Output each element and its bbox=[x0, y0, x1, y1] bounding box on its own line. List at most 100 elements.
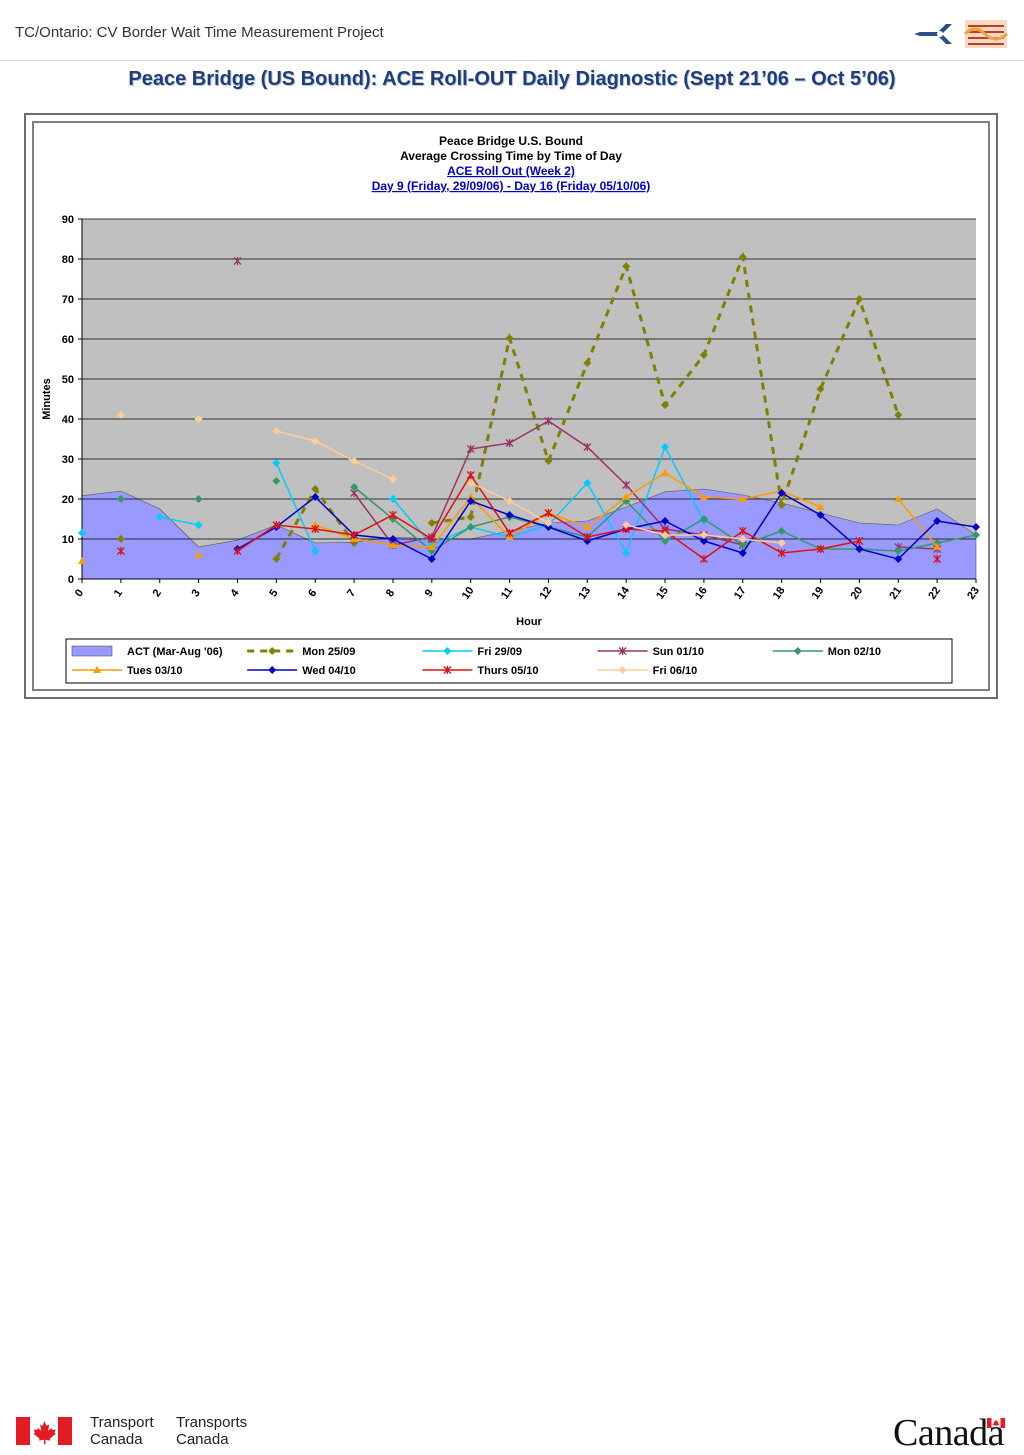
data-point-7 bbox=[505, 529, 514, 537]
data-point-8 bbox=[661, 531, 670, 539]
data-point-7 bbox=[350, 531, 359, 539]
data-point-2 bbox=[388, 495, 397, 503]
y-tick-label: 50 bbox=[62, 374, 74, 386]
legend-label-1: Mon 25/09 bbox=[302, 646, 355, 658]
data-point-6 bbox=[699, 537, 708, 545]
x-tick-label: 14 bbox=[615, 584, 632, 602]
data-point-4 bbox=[894, 547, 903, 555]
legend-label-3: Sun 01/10 bbox=[653, 646, 704, 658]
series-line-6 bbox=[237, 491, 977, 560]
y-tick-label: 90 bbox=[62, 214, 74, 226]
data-point-3 bbox=[505, 439, 514, 447]
data-point-3 bbox=[583, 443, 592, 451]
tc-fr-line2: Canada bbox=[176, 1431, 229, 1448]
tc-en-line1: Transport bbox=[90, 1414, 154, 1431]
legend-marker-5 bbox=[93, 666, 101, 673]
data-point-4 bbox=[738, 541, 747, 549]
chart-title-line-0: Peace Bridge U.S. Bound bbox=[439, 134, 583, 148]
data-point-7 bbox=[427, 535, 436, 543]
data-point-5 bbox=[194, 551, 203, 558]
legend-marker-4 bbox=[793, 647, 802, 655]
footer: Transport Canada Transports Canada Canad… bbox=[0, 700, 1024, 1454]
data-point-7 bbox=[116, 547, 125, 555]
data-point-6 bbox=[972, 523, 980, 531]
chart-title-line-2: ACE Roll Out (Week 2) bbox=[447, 164, 575, 178]
data-point-6 bbox=[777, 489, 786, 497]
tc-fr-line1: Transports bbox=[176, 1414, 248, 1431]
data-point-6 bbox=[505, 511, 514, 519]
data-point-6 bbox=[738, 549, 747, 557]
data-point-3 bbox=[466, 445, 475, 453]
project-title: TC/Ontario: CV Border Wait Time Measurem… bbox=[15, 24, 384, 41]
legend-label-4: Mon 02/10 bbox=[828, 646, 881, 658]
legend-marker-3 bbox=[618, 647, 627, 655]
series-line-2 bbox=[275, 462, 316, 552]
data-point-1 bbox=[816, 385, 825, 393]
chart-title-line-3: Day 9 (Friday, 29/09/06) - Day 16 (Frida… bbox=[372, 179, 651, 193]
legend-label-8: Fri 06/10 bbox=[653, 665, 698, 677]
data-point-2 bbox=[661, 443, 670, 451]
series-line-5 bbox=[314, 472, 821, 548]
data-point-8 bbox=[622, 521, 631, 529]
slide-title: Peace Bridge (US Bound): ACE Roll-OUT Da… bbox=[128, 68, 896, 90]
data-point-6 bbox=[894, 555, 903, 563]
data-point-1 bbox=[427, 519, 436, 527]
x-tick-label: 4 bbox=[228, 587, 242, 600]
data-point-3 bbox=[622, 481, 631, 489]
data-point-6 bbox=[466, 497, 475, 505]
tc-en-line2: Canada bbox=[90, 1431, 143, 1448]
data-point-2 bbox=[272, 459, 281, 467]
data-point-7 bbox=[272, 521, 281, 529]
data-point-8 bbox=[466, 479, 475, 487]
legend-marker-1 bbox=[268, 647, 277, 655]
data-point-7 bbox=[738, 527, 747, 535]
data-point-1 bbox=[311, 485, 320, 493]
x-tick-label: 11 bbox=[499, 585, 516, 601]
data-point-1 bbox=[116, 535, 125, 543]
legend-box bbox=[65, 638, 953, 684]
x-tick-label: 13 bbox=[576, 585, 593, 602]
border-crossing-logo-icon bbox=[914, 20, 1008, 48]
chart-frame: Peace Bridge U.S. Bound Average Crossing … bbox=[24, 113, 998, 699]
data-point-8 bbox=[505, 497, 514, 505]
data-point-4 bbox=[972, 531, 980, 539]
data-point-1 bbox=[622, 262, 631, 271]
data-point-8 bbox=[272, 427, 281, 435]
x-tick-label: 16 bbox=[693, 585, 710, 602]
data-point-5 bbox=[622, 493, 631, 500]
x-tick-label: 7 bbox=[345, 587, 358, 599]
data-point-3 bbox=[544, 417, 553, 425]
data-point-4 bbox=[777, 527, 786, 535]
x-tick-label: 1 bbox=[112, 587, 125, 599]
y-tick-label: 80 bbox=[62, 254, 74, 266]
data-point-1 bbox=[699, 351, 708, 359]
legend-label-0: ACT (Mar-Aug '06) bbox=[127, 646, 223, 658]
data-point-8 bbox=[699, 531, 708, 539]
legend-marker-2 bbox=[443, 647, 452, 655]
x-tick-label: 15 bbox=[654, 585, 671, 602]
data-point-7 bbox=[777, 549, 786, 557]
data-point-7 bbox=[583, 533, 592, 541]
legend-label-5: Tues 03/10 bbox=[127, 665, 182, 677]
y-tick-label: 0 bbox=[68, 574, 74, 586]
x-tick-label: 20 bbox=[849, 585, 866, 602]
data-point-5 bbox=[816, 503, 825, 510]
data-point-5 bbox=[388, 541, 397, 548]
data-point-2 bbox=[78, 529, 86, 537]
data-point-5 bbox=[427, 543, 436, 550]
data-point-7 bbox=[699, 555, 708, 563]
data-point-2 bbox=[583, 479, 592, 487]
x-tick-label: 18 bbox=[771, 585, 788, 602]
data-point-5 bbox=[738, 495, 747, 502]
data-point-3 bbox=[233, 257, 242, 265]
data-point-6 bbox=[427, 555, 436, 563]
x-tick-label: 23 bbox=[965, 585, 982, 602]
y-tick-label: 10 bbox=[62, 534, 74, 546]
data-point-1 bbox=[661, 401, 670, 409]
data-point-1 bbox=[738, 253, 747, 261]
data-point-8 bbox=[777, 539, 786, 547]
data-point-8 bbox=[544, 519, 553, 527]
y-tick-label: 30 bbox=[62, 454, 74, 466]
header-bar: TC/Ontario: CV Border Wait Time Measurem… bbox=[0, 0, 1024, 62]
